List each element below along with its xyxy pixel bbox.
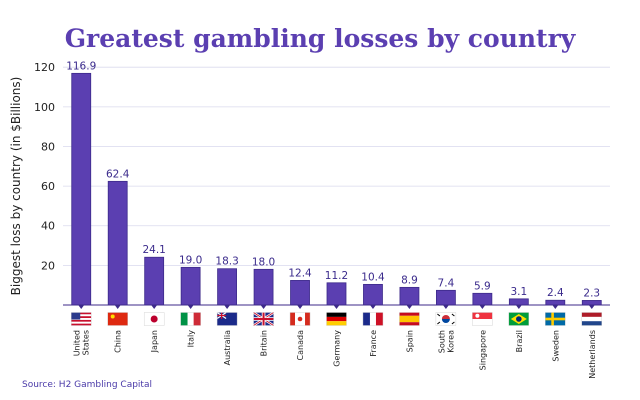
y-tick-label: 20 bbox=[41, 259, 55, 272]
france-flag-icon bbox=[362, 312, 384, 326]
bar bbox=[180, 266, 201, 306]
category-label: Brazil bbox=[515, 330, 524, 352]
flags bbox=[71, 311, 602, 327]
y-tick-labels: 20 40 60 80 100 120 bbox=[34, 61, 55, 272]
china-flag-icon bbox=[107, 312, 128, 326]
category-label: Sweden bbox=[551, 330, 560, 362]
category-label: Italy bbox=[187, 330, 196, 348]
bar bbox=[472, 292, 493, 306]
y-axis-label: Biggest loss by country (in $Billions) bbox=[9, 77, 23, 296]
axis-marker bbox=[515, 305, 522, 309]
y-tick-label: 40 bbox=[41, 220, 55, 233]
bar bbox=[581, 300, 602, 306]
bar bbox=[399, 286, 420, 306]
category-label: Britain bbox=[260, 330, 269, 356]
data-label: 24.1 bbox=[142, 244, 165, 256]
canada-flag-icon bbox=[289, 312, 311, 326]
singapore-flag-icon bbox=[472, 312, 493, 326]
axis-marker bbox=[260, 305, 267, 309]
data-label: 3.1 bbox=[510, 286, 527, 298]
south-korea-flag-icon bbox=[435, 312, 457, 326]
source-note: Source: H2 Gambling Capital bbox=[22, 380, 152, 390]
axis-marker bbox=[297, 305, 304, 309]
chart-title: Greatest gambling losses by country bbox=[65, 24, 577, 53]
bar bbox=[290, 280, 310, 306]
category-label: Japan bbox=[150, 330, 159, 353]
data-label: 7.4 bbox=[438, 277, 455, 289]
bar bbox=[508, 298, 529, 306]
data-label: 11.2 bbox=[325, 270, 348, 282]
axis-marker bbox=[479, 305, 486, 309]
axis-marker bbox=[333, 305, 340, 309]
brazil-flag-icon bbox=[508, 312, 530, 326]
category-label: Netherlands bbox=[588, 330, 597, 379]
bar bbox=[217, 268, 238, 306]
gridlines bbox=[63, 66, 610, 266]
axis-marker bbox=[552, 305, 559, 309]
category-label: China bbox=[114, 330, 123, 353]
bar bbox=[545, 299, 566, 306]
category-label: Canada bbox=[296, 330, 305, 361]
y-tick-label: 100 bbox=[34, 101, 55, 114]
japan-flag-icon bbox=[143, 312, 165, 326]
y-tick-label: 120 bbox=[34, 61, 55, 74]
axis-marker bbox=[114, 305, 121, 309]
bar bbox=[363, 283, 383, 306]
axis-marker bbox=[187, 305, 194, 309]
italy-flag-icon bbox=[180, 312, 201, 326]
data-label: 116.9 bbox=[66, 60, 96, 72]
data-label: 19.0 bbox=[179, 254, 202, 266]
uk-flag-icon bbox=[252, 311, 275, 327]
data-label: 10.4 bbox=[361, 271, 385, 283]
us-flag-icon bbox=[71, 312, 92, 326]
bar bbox=[326, 282, 347, 306]
axis-marker bbox=[442, 305, 449, 309]
data-label: 62.4 bbox=[106, 168, 130, 180]
data-label: 18.0 bbox=[252, 256, 275, 268]
sweden-flag-icon bbox=[545, 312, 566, 326]
category-labels: UnitedStates China Japan Italy Australia Brit… bbox=[73, 330, 597, 379]
bar bbox=[144, 256, 165, 306]
data-label: 2.4 bbox=[547, 287, 564, 299]
bar bbox=[107, 180, 128, 306]
australia-flag-icon bbox=[216, 312, 238, 326]
germany-flag-icon bbox=[326, 312, 347, 326]
category-label: Australia bbox=[223, 330, 232, 365]
data-label: 8.9 bbox=[401, 274, 418, 286]
category-label: Singapore bbox=[478, 330, 487, 370]
category-label: Germany bbox=[333, 330, 342, 367]
axis-marker bbox=[78, 305, 85, 309]
data-label: 2.3 bbox=[583, 287, 600, 299]
data-label: 12.4 bbox=[288, 267, 312, 279]
bar bbox=[253, 268, 274, 306]
netherlands-flag-icon bbox=[581, 312, 602, 326]
y-tick-label: 80 bbox=[41, 140, 55, 153]
category-label: France bbox=[369, 330, 378, 357]
y-tick-label: 60 bbox=[41, 180, 55, 193]
axis-marker bbox=[151, 305, 158, 309]
axis-marker bbox=[224, 305, 231, 309]
data-label: 18.3 bbox=[215, 256, 238, 268]
bars bbox=[71, 72, 602, 309]
axis-marker bbox=[406, 305, 413, 309]
category-label: UnitedStates bbox=[73, 330, 91, 356]
category-label: SouthKorea bbox=[437, 330, 455, 353]
bar bbox=[71, 72, 92, 306]
bar bbox=[435, 289, 456, 306]
data-labels: 116.9 62.4 24.1 19.0 18.3 18.0 12.4 11.2 10.4 8.9… bbox=[66, 60, 600, 299]
data-label: 5.9 bbox=[474, 280, 491, 292]
spain-flag-icon bbox=[399, 312, 420, 326]
axis-marker bbox=[588, 305, 595, 309]
category-label: Spain bbox=[405, 330, 414, 352]
axis-marker bbox=[369, 305, 376, 309]
